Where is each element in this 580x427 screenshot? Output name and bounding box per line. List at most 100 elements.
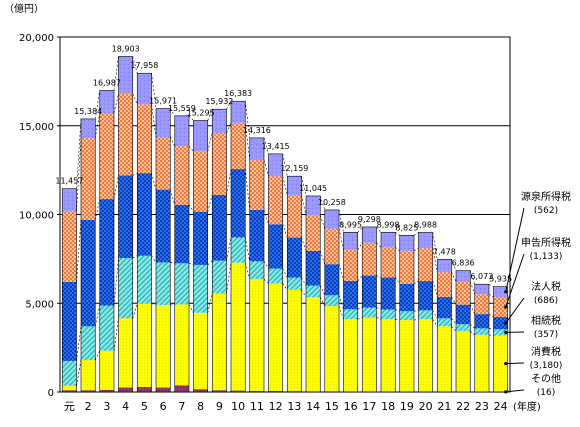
total-label: 16,987 xyxy=(93,78,121,87)
bar-outline xyxy=(136,72,152,393)
bar-stack xyxy=(118,56,134,393)
connector-line xyxy=(151,73,157,109)
x-tick-label: 23 xyxy=(475,400,489,413)
bars-layer xyxy=(61,56,509,393)
bar-segment-shohi xyxy=(324,306,339,392)
bar-segment-hojin xyxy=(81,219,96,327)
bar-segment-sozoku xyxy=(306,285,321,298)
bar-stack xyxy=(286,175,302,393)
bar-segment-gensen xyxy=(306,195,321,216)
bar-segment-shohi xyxy=(81,360,96,391)
connector-line xyxy=(132,303,138,319)
bar-stack xyxy=(230,100,246,393)
total-label: 8,988 xyxy=(414,220,437,229)
connector-line xyxy=(151,255,157,263)
bar-segment-sonota xyxy=(174,385,189,392)
connector-line xyxy=(395,247,400,252)
connector-line xyxy=(132,255,138,259)
x-tick-label: 10 xyxy=(231,400,245,413)
bar-segment-shinkoku xyxy=(418,248,433,282)
bar-segment-sozoku xyxy=(118,257,133,319)
bar-segment-hojin xyxy=(99,199,114,306)
bar-segment-sozoku xyxy=(249,261,264,280)
legend-callout-dot xyxy=(504,290,508,294)
bar-segment-hojin xyxy=(231,169,246,238)
bar-segment-shinkoku xyxy=(399,250,414,284)
bar-segment-shohi xyxy=(231,262,246,391)
bar-segment-shohi xyxy=(418,319,433,392)
legend: 源泉所得税 (562) 申告所得税 (1,133) 法人税 (686) 相続税 (357) 消費… xyxy=(504,190,571,398)
y-tick-label: 20,000 xyxy=(19,33,54,44)
bar-outline xyxy=(493,286,509,393)
connector-line xyxy=(432,310,438,319)
bar-outline xyxy=(155,108,171,393)
bar-segment-shohi xyxy=(118,318,133,388)
legend-value-shohi: (3,180) xyxy=(530,361,563,371)
total-label: 17,958 xyxy=(130,61,158,70)
y-unit-label: （億円） xyxy=(4,2,44,15)
bar-segment-gensen xyxy=(62,188,77,211)
connector-line xyxy=(188,145,194,152)
bar-segment-shohi xyxy=(137,303,152,388)
connector-line xyxy=(282,176,288,196)
bar-segment-gensen xyxy=(231,101,246,123)
bar-segment-shinkoku xyxy=(287,194,302,238)
bar-outline xyxy=(268,153,284,393)
bar-segment-sonota xyxy=(193,389,208,392)
connector-line xyxy=(76,359,82,386)
x-tick-label: 12 xyxy=(269,400,283,413)
connector-line xyxy=(188,263,194,266)
bar-stack xyxy=(361,226,377,393)
connector-line xyxy=(244,169,251,210)
bar-segment-shohi xyxy=(174,304,189,386)
connector-line xyxy=(376,226,382,233)
connector-line xyxy=(94,112,101,139)
connector-line xyxy=(376,307,382,310)
bar-segment-shinkoku xyxy=(231,122,246,170)
bar-segment-gensen xyxy=(118,56,133,94)
bar-stack xyxy=(174,115,190,393)
y-tick-label: 10,000 xyxy=(19,211,54,222)
total-label: 15,559 xyxy=(168,104,196,113)
connector-line xyxy=(301,277,307,286)
legend-value-sonota: (16) xyxy=(537,388,555,398)
connector-line xyxy=(132,172,138,176)
connector-line xyxy=(263,278,269,284)
connector-line xyxy=(132,56,138,74)
bar-segment-gensen xyxy=(287,176,302,195)
connector-line xyxy=(319,285,326,296)
bar-segment-shinkoku xyxy=(437,272,452,298)
connector-line xyxy=(357,242,363,250)
total-label: 5,935 xyxy=(489,275,512,284)
bar-segment-shohi xyxy=(437,326,452,392)
legend-label-sonota: その他 xyxy=(531,372,561,385)
bar-stack xyxy=(455,270,471,393)
x-tick-label: 21 xyxy=(437,400,451,413)
connector-line xyxy=(488,293,494,298)
y-tick-label: 5,000 xyxy=(25,299,54,310)
total-label: 6,836 xyxy=(452,259,475,268)
connector-line xyxy=(413,310,419,312)
connector-line xyxy=(94,90,101,119)
total-label: 7,478 xyxy=(433,247,456,256)
total-label: 13,415 xyxy=(262,142,290,151)
bar-segment-shinkoku xyxy=(118,93,133,176)
bar-stack xyxy=(399,235,415,393)
bar-segment-sonota xyxy=(268,390,283,392)
connector-line xyxy=(451,296,457,305)
connector-line xyxy=(451,326,457,332)
connector-line xyxy=(170,262,175,264)
bar-segment-sonota xyxy=(231,390,246,392)
connector-line xyxy=(413,247,419,252)
connector-line xyxy=(451,272,457,282)
bar-segment-shinkoku xyxy=(362,242,377,276)
bar-segment-hojin xyxy=(156,189,171,263)
bar-segment-gensen xyxy=(268,153,283,177)
bar-segment-shinkoku xyxy=(381,247,396,278)
bar-segment-sonota xyxy=(99,389,114,392)
bar-segment-sozoku xyxy=(418,310,433,320)
total-label: 15,295 xyxy=(187,109,215,118)
bar-segment-hojin xyxy=(62,281,77,361)
x-tick-label: 18 xyxy=(381,400,395,413)
connector-line xyxy=(244,237,251,262)
